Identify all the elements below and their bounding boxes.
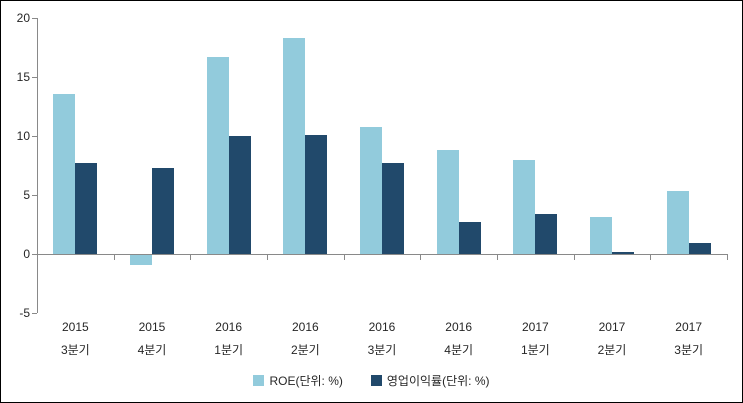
x-axis-category-label: 3분기 — [674, 343, 704, 357]
legend-label: ROE(단위: %) — [269, 374, 343, 388]
y-axis-tick — [32, 136, 37, 137]
bar-roe-5 — [436, 150, 459, 254]
x-axis-tick — [727, 255, 728, 260]
y-axis-tick-label: 15 — [16, 70, 30, 84]
bar-roe-6 — [513, 159, 536, 254]
bar-opmargin-0 — [75, 163, 98, 254]
x-axis-category-label: 2016 — [291, 320, 319, 334]
x-axis-category-label: 2017 — [598, 320, 626, 334]
bar-roe-2 — [206, 56, 229, 254]
x-axis-tick — [497, 255, 498, 260]
legend-item-roe: ROE(단위: %) — [253, 372, 343, 389]
x-axis-category-label: 2015 — [61, 320, 89, 334]
y-axis-tick-label: 10 — [16, 129, 30, 143]
x-axis-line — [37, 254, 728, 255]
x-axis-tick — [650, 255, 652, 260]
x-axis-category-label: 2분기 — [597, 343, 627, 357]
bar-opmargin-1 — [152, 167, 174, 254]
legend-swatch-opmargin — [370, 375, 382, 386]
x-axis-category-label: 2015 — [138, 320, 166, 334]
x-axis-tick — [267, 255, 268, 260]
x-axis-category-label: 2017 — [521, 320, 549, 334]
chart-legend: ROE(단위: %) 영업이익률(단위: %) — [1, 372, 742, 389]
x-axis-tick — [420, 255, 422, 260]
x-axis-tick — [573, 255, 575, 260]
y-axis-tick — [32, 18, 37, 19]
x-axis-tick — [190, 255, 192, 260]
y-axis-tick-label: -5 — [19, 306, 30, 320]
bar-roe-7 — [590, 217, 612, 254]
bar-opmargin-3 — [305, 134, 328, 254]
x-axis-tick — [113, 255, 115, 260]
x-axis-category-label: 2016 — [215, 320, 242, 334]
y-axis-tick — [32, 195, 37, 196]
legend-label: 영업이익률(단위: %) — [386, 374, 490, 388]
bar-opmargin-6 — [535, 213, 558, 254]
bar-opmargin-4 — [382, 163, 404, 254]
x-axis-tick — [343, 255, 345, 260]
bar-opmargin-5 — [458, 222, 481, 254]
y-axis-tick — [32, 254, 37, 255]
legend-item-opmargin: 영업이익률(단위: %) — [370, 372, 490, 389]
x-axis-category-label: 2016 — [445, 320, 472, 334]
bar-roe-0 — [53, 93, 76, 254]
bar-roe-4 — [360, 126, 382, 254]
x-axis-category-label: 4분기 — [444, 343, 474, 357]
bar-roe-1 — [130, 254, 152, 265]
x-axis-category-label: 3분기 — [60, 343, 90, 357]
bar-opmargin-8 — [688, 243, 711, 254]
x-axis-category-label: 2017 — [675, 320, 702, 334]
x-axis-category-label: 1분기 — [520, 343, 550, 357]
y-axis-tick-label: 20 — [16, 11, 30, 25]
y-axis-tick — [32, 77, 37, 78]
bar-roe-8 — [666, 191, 689, 254]
x-axis-category-label: 1분기 — [214, 343, 244, 357]
x-axis-category-label: 2016 — [368, 320, 396, 334]
x-axis-tick — [37, 255, 38, 260]
bar-opmargin-7 — [612, 251, 634, 254]
legend-swatch-roe — [253, 375, 265, 386]
x-axis-category-label: 4분기 — [137, 343, 167, 357]
y-axis-tick-label: 5 — [23, 188, 30, 202]
y-axis-tick-label: 0 — [23, 247, 30, 261]
y-axis-tick — [32, 313, 37, 314]
x-axis-category-label: 2분기 — [290, 343, 320, 357]
x-axis-category-label: 3분기 — [367, 343, 397, 357]
bar-roe-3 — [283, 38, 306, 254]
bar-opmargin-2 — [228, 136, 251, 254]
y-axis-line — [37, 18, 38, 313]
